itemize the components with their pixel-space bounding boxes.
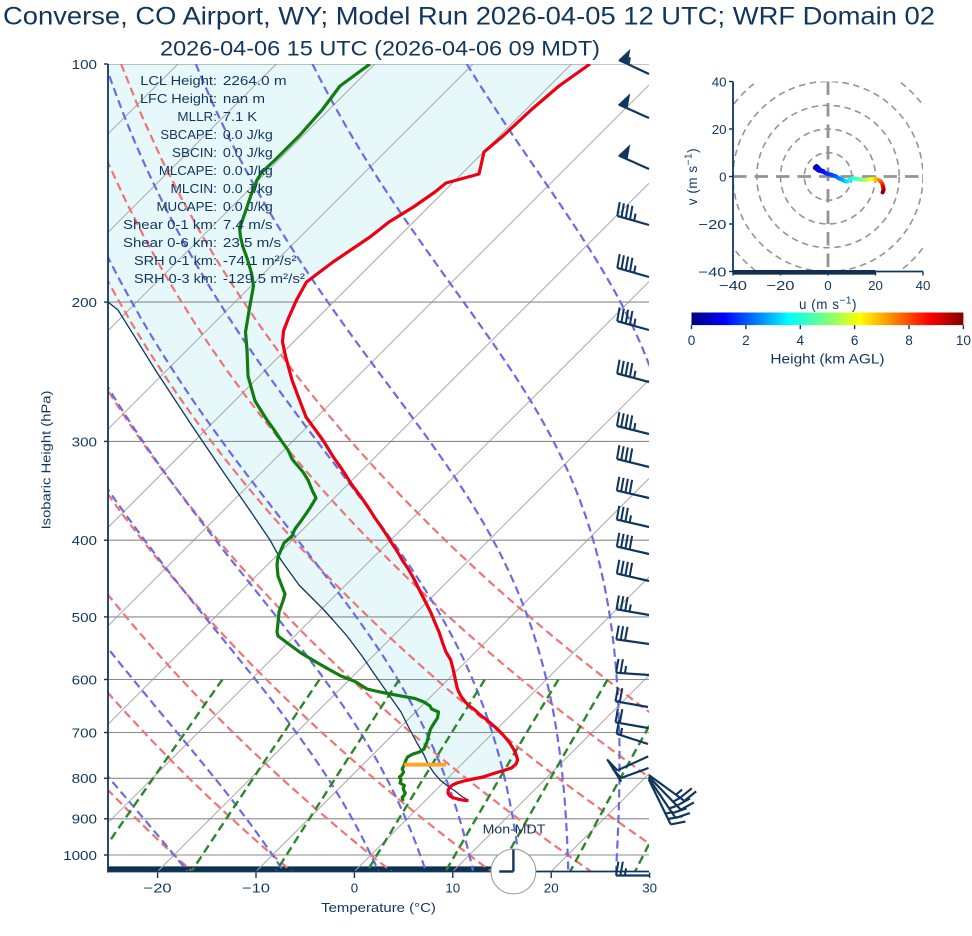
svg-text:20: 20	[868, 278, 883, 293]
svg-text:Height (km AGL): Height (km AGL)	[770, 352, 884, 367]
svg-text:0: 0	[688, 333, 696, 348]
svg-text:500: 500	[72, 610, 97, 625]
svg-text:0.0 J/kg: 0.0 J/kg	[223, 181, 273, 196]
svg-text:10: 10	[445, 881, 460, 896]
svg-text:2264.0 m: 2264.0 m	[223, 73, 287, 88]
svg-text:0: 0	[351, 881, 358, 896]
svg-text:Converse, CO Airport, WY; Mode: Converse, CO Airport, WY; Model Run 2026…	[3, 3, 935, 31]
svg-text:−20: −20	[144, 881, 172, 896]
svg-text:MLLR:: MLLR:	[177, 109, 217, 124]
svg-text:7.4 m/s: 7.4 m/s	[223, 217, 273, 232]
svg-text:23.5 m/s: 23.5 m/s	[223, 235, 282, 250]
svg-text:SBCAPE:: SBCAPE:	[160, 127, 217, 142]
svg-text:−40: −40	[719, 278, 747, 293]
svg-text:100: 100	[72, 57, 97, 72]
svg-text:2026-04-06 15 UTC (2026-04-06: 2026-04-06 15 UTC (2026-04-06 09 MDT)	[160, 38, 600, 61]
svg-text:0: 0	[719, 169, 726, 184]
svg-text:200: 200	[72, 295, 97, 310]
svg-text:LFC Height:: LFC Height:	[140, 91, 217, 106]
svg-text:10: 10	[956, 333, 972, 348]
svg-text:20: 20	[712, 122, 727, 137]
svg-text:400: 400	[72, 533, 97, 548]
svg-text:SRH 0-1 km:: SRH 0-1 km:	[134, 253, 217, 268]
svg-text:MLCAPE:: MLCAPE:	[159, 163, 217, 178]
svg-text:900: 900	[72, 812, 97, 827]
svg-text:0.0 J/kg: 0.0 J/kg	[223, 163, 273, 178]
svg-text:Isobaric Height (hPa): Isobaric Height (hPa)	[39, 391, 54, 530]
svg-text:20: 20	[544, 881, 559, 896]
svg-text:300: 300	[72, 434, 97, 449]
svg-text:MUCAPE:: MUCAPE:	[156, 199, 217, 214]
svg-text:40: 40	[916, 278, 931, 293]
svg-text:800: 800	[72, 771, 97, 786]
svg-text:−10: −10	[242, 881, 270, 896]
svg-text:4: 4	[797, 333, 805, 348]
svg-text:Shear 0-6 km:: Shear 0-6 km:	[123, 235, 217, 250]
svg-text:-74.1 m²/s²: -74.1 m²/s²	[223, 253, 297, 268]
svg-text:−20: −20	[766, 278, 794, 293]
svg-text:6: 6	[851, 333, 859, 348]
svg-text:30: 30	[642, 881, 657, 896]
svg-text:0: 0	[824, 278, 831, 293]
svg-text:Shear 0-1 km:: Shear 0-1 km:	[123, 217, 217, 232]
svg-text:600: 600	[72, 672, 97, 687]
svg-text:-129.5 m²/s²: -129.5 m²/s²	[223, 271, 306, 286]
svg-text:8: 8	[905, 333, 913, 348]
svg-text:SRH 0-3 km:: SRH 0-3 km:	[134, 271, 217, 286]
svg-text:2: 2	[742, 333, 750, 348]
svg-text:LCL Height:: LCL Height:	[140, 73, 217, 88]
svg-text:0.0 J/kg: 0.0 J/kg	[223, 127, 273, 142]
svg-text:−40: −40	[698, 264, 726, 279]
svg-text:40: 40	[712, 74, 727, 89]
svg-text:0.0 J/kg: 0.0 J/kg	[223, 145, 273, 160]
svg-text:1000: 1000	[63, 848, 97, 863]
svg-text:0.0 J/kg: 0.0 J/kg	[223, 199, 273, 214]
svg-text:SBCIN:: SBCIN:	[172, 145, 217, 160]
svg-text:Mon-MDT: Mon-MDT	[483, 822, 546, 837]
svg-text:MLCIN:: MLCIN:	[170, 181, 217, 196]
svg-text:nan m: nan m	[223, 91, 265, 106]
svg-text:−20: −20	[698, 217, 726, 232]
svg-text:7.1 K: 7.1 K	[223, 109, 257, 124]
svg-text:Temperature (°C): Temperature (°C)	[321, 900, 436, 915]
svg-text:700: 700	[72, 725, 97, 740]
